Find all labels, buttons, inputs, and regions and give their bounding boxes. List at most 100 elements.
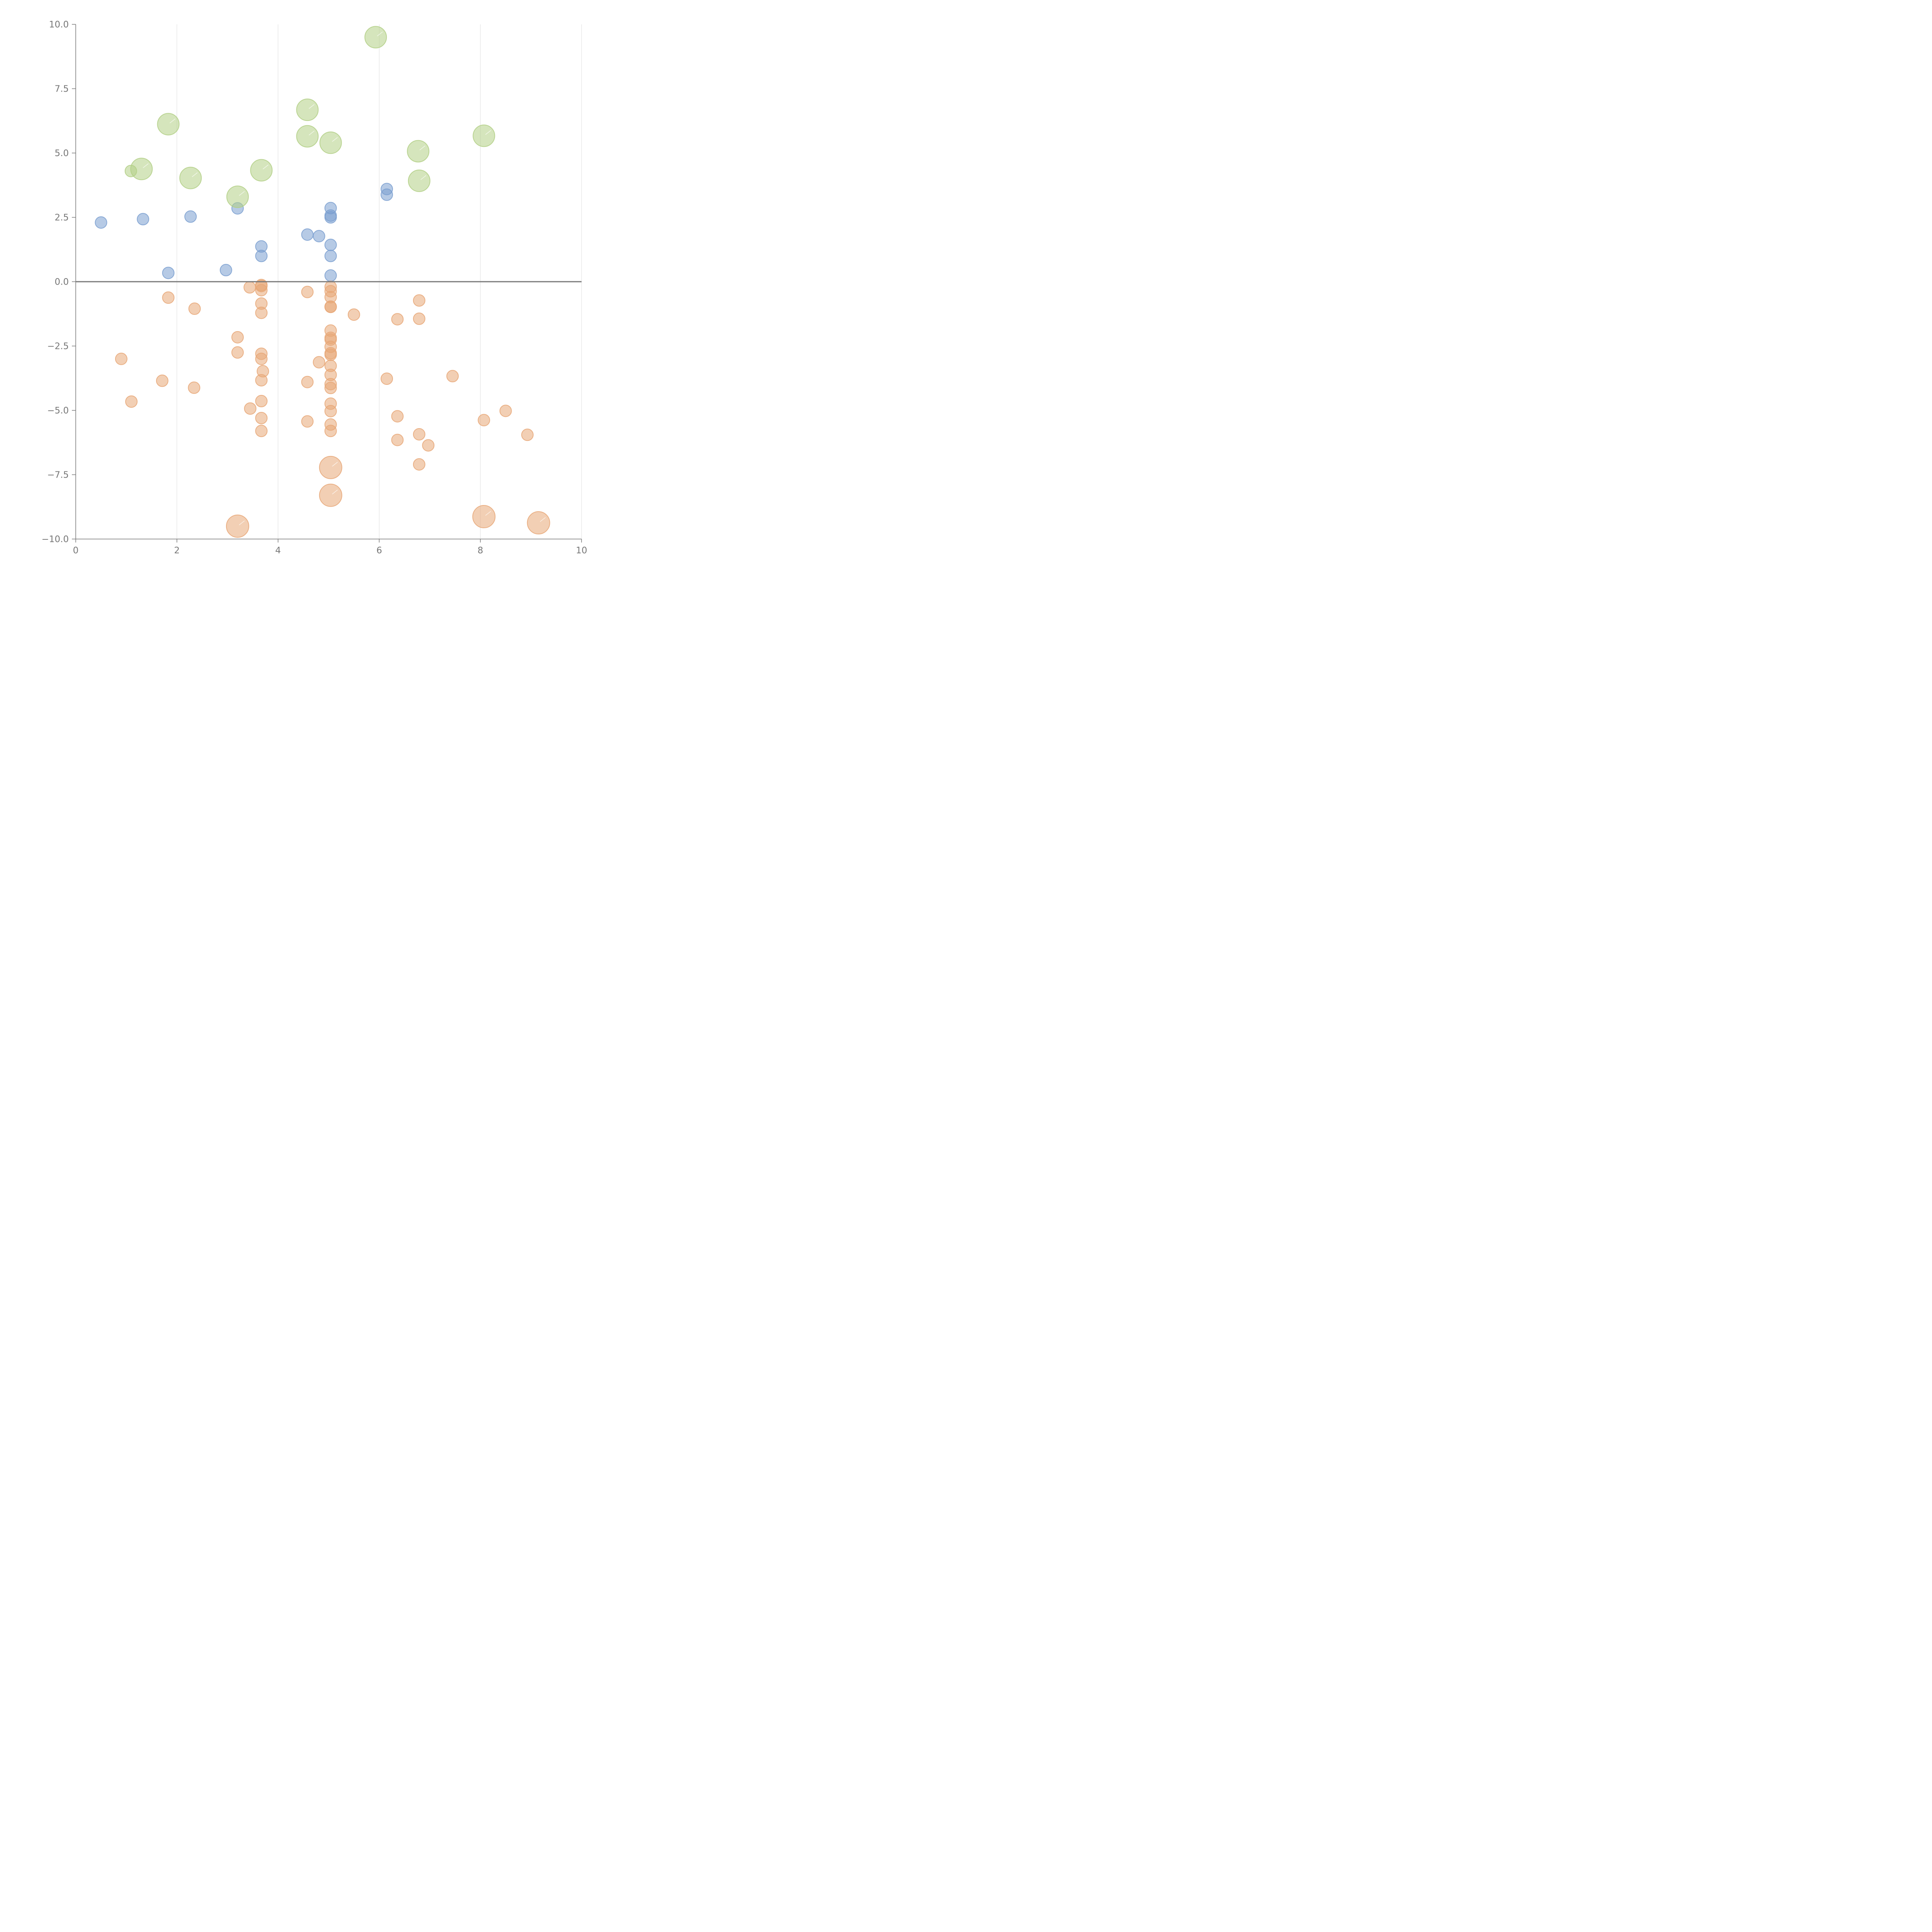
data-point-negative xyxy=(156,374,168,387)
data-point-positive-large xyxy=(473,124,495,147)
data-point-positive-large xyxy=(179,167,202,189)
data-point-negative xyxy=(162,291,175,304)
point-highlight xyxy=(332,462,338,467)
data-point-positive-small xyxy=(162,267,175,279)
y-tick-label: −5.0 xyxy=(47,406,69,416)
data-point-positive-large xyxy=(296,125,319,148)
point-highlight xyxy=(309,131,315,136)
data-point-negative xyxy=(347,308,360,321)
data-point-negative xyxy=(313,356,325,369)
data-point-negative xyxy=(413,294,425,307)
data-point-positive-small xyxy=(313,230,325,243)
data-point-positive-small xyxy=(184,210,197,223)
data-point-negative xyxy=(188,302,201,315)
data-point-negative xyxy=(255,306,268,319)
data-point-negative xyxy=(391,434,404,446)
data-point-positive-small xyxy=(95,216,107,229)
point-highlight xyxy=(419,145,425,150)
data-point-negative xyxy=(255,395,268,408)
point-highlight xyxy=(332,490,338,495)
data-point-negative xyxy=(472,505,496,529)
data-point-negative xyxy=(188,381,201,394)
data-point-negative xyxy=(422,439,435,452)
scatter-chart: 0 2 4 6 8 10 10.0 7.5 5.0 2.5 0.0 −2.5 −5.0 −7.5 −10.0 xyxy=(42,20,587,556)
data-point-positive-small xyxy=(255,250,268,262)
data-point-positive-large xyxy=(407,140,430,163)
data-point-negative xyxy=(125,395,138,408)
y-tick-label: −10.0 xyxy=(42,534,69,544)
x-tick-label: 6 xyxy=(376,546,382,556)
data-point-negative xyxy=(243,281,256,294)
y-tick-label: 10.0 xyxy=(49,20,69,30)
data-point-negative xyxy=(301,376,314,388)
y-tick-label: 5.0 xyxy=(54,148,69,158)
data-point-positive-large xyxy=(157,113,180,136)
data-point-negative xyxy=(413,458,425,471)
point-highlight xyxy=(377,31,383,36)
x-tick-label: 2 xyxy=(174,546,180,556)
y-tick-label: −2.5 xyxy=(47,342,69,352)
point-highlight xyxy=(485,130,491,135)
point-highlight xyxy=(309,104,315,109)
data-point-negative xyxy=(446,370,459,383)
data-point-negative xyxy=(255,352,268,365)
axes: 0 2 4 6 8 10 10.0 7.5 5.0 2.5 0.0 −2.5 −5.0 −7.5 −10.0 xyxy=(42,20,587,556)
point-highlight xyxy=(332,137,338,142)
data-point-positive-large xyxy=(319,131,342,154)
data-point-positive-large xyxy=(296,99,319,121)
data-point-positive-large xyxy=(130,158,153,180)
data-point-negative xyxy=(255,425,268,437)
y-tick-label: −7.5 xyxy=(47,470,69,480)
data-point-negative xyxy=(381,372,393,385)
data-point-negative xyxy=(499,405,512,417)
point-highlight xyxy=(540,517,546,522)
data-point-negative xyxy=(255,284,268,296)
point-highlight xyxy=(420,175,427,180)
data-point-negative xyxy=(226,514,249,538)
y-tick-label: 7.5 xyxy=(54,84,69,94)
data-point-negative xyxy=(527,511,550,535)
data-point-positive-small xyxy=(324,269,337,282)
data-point-negative xyxy=(391,410,404,423)
data-point-positive-small xyxy=(381,188,393,201)
data-point-negative xyxy=(301,415,314,428)
point-highlight xyxy=(262,165,269,170)
point-highlight xyxy=(239,191,245,196)
x-tick-label: 8 xyxy=(478,546,483,556)
x-tick-label: 10 xyxy=(576,546,587,556)
x-tick-label: 0 xyxy=(73,546,79,556)
data-points xyxy=(95,26,550,538)
data-point-negative xyxy=(301,286,314,298)
point-highlight xyxy=(239,520,245,526)
data-point-negative xyxy=(324,301,337,313)
data-point-negative xyxy=(231,346,244,359)
data-point-positive-small xyxy=(324,211,337,224)
y-tick-label: 2.5 xyxy=(54,213,69,223)
point-highlight xyxy=(170,118,176,123)
data-point-negative xyxy=(319,483,342,507)
data-point-positive-small xyxy=(137,213,150,226)
data-point-positive-large xyxy=(226,185,249,208)
data-point-negative xyxy=(324,425,337,437)
point-highlight xyxy=(192,172,198,177)
data-point-negative xyxy=(244,402,257,415)
data-point-positive-small xyxy=(219,264,232,277)
x-tick-label: 4 xyxy=(275,546,281,556)
data-point-negative xyxy=(231,331,244,344)
data-point-negative xyxy=(324,382,337,395)
point-highlight xyxy=(143,163,149,168)
data-point-negative xyxy=(255,412,268,424)
y-tick-label: 0.0 xyxy=(54,277,69,287)
data-point-positive-small xyxy=(324,250,337,262)
data-point-positive-large xyxy=(250,159,273,182)
data-point-negative xyxy=(521,429,534,441)
data-point-negative xyxy=(115,352,128,365)
data-point-positive-large xyxy=(364,26,387,49)
data-point-negative xyxy=(324,405,337,417)
data-point-negative xyxy=(413,428,425,440)
data-point-positive-small xyxy=(301,228,314,241)
data-point-negative xyxy=(478,414,490,427)
data-point-negative xyxy=(391,313,404,326)
point-highlight xyxy=(485,511,491,516)
data-point-negative xyxy=(319,456,342,479)
